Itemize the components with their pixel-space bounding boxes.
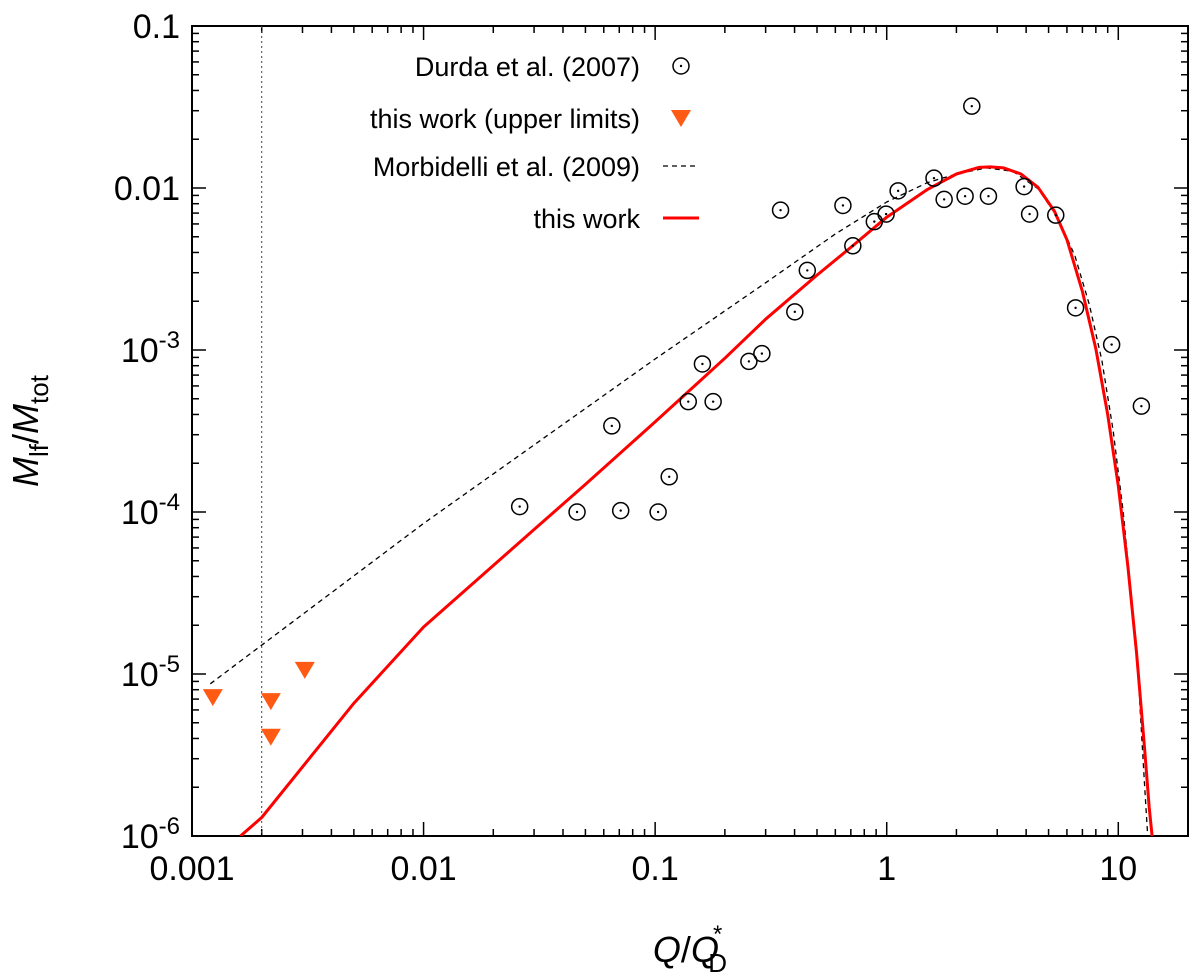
durda-point: [510, 497, 529, 516]
durda-point-dot: [610, 424, 614, 428]
durda-point: [963, 97, 981, 115]
durda-point: [1015, 177, 1033, 196]
durda-point: [889, 182, 907, 200]
upper-limit-point: [202, 689, 223, 707]
durda-point-dot: [942, 198, 946, 201]
legend-label: Durda et al. (2007): [415, 52, 640, 82]
durda-point: [753, 344, 771, 363]
ticks: 0.001 0.01 0.1 1 10 10-6 10-5 10-4 10-3 0.01 0.1: [114, 8, 1189, 888]
legend: Durda et al. (2007) this work (upper limi…: [370, 52, 699, 234]
legend-symbol-upper-limits: [671, 110, 691, 127]
durda-point-dot: [806, 269, 809, 272]
durda-point-dot: [760, 352, 764, 355]
durda-point: [704, 392, 722, 411]
durda-point: [877, 205, 895, 223]
durda-point-dot: [711, 400, 715, 403]
durda-point-dot: [963, 194, 967, 198]
legend-label: Morbidelli et al. (2009): [373, 152, 640, 182]
durda-point-dot: [1140, 404, 1143, 408]
series-lines: [209, 165, 1154, 836]
durda-point-dot: [1074, 306, 1077, 310]
durda-point: [786, 303, 804, 321]
y-tick-label: 10-4: [121, 489, 180, 532]
durda-point-dot: [747, 360, 751, 363]
durda-point-dot: [1028, 212, 1031, 216]
y-tick-label: 10-3: [121, 327, 180, 370]
durda-point: [1132, 397, 1151, 415]
legend-symbol-durda-dot: [679, 64, 683, 68]
y-axis-title: Mlf/Mtot: [5, 374, 54, 487]
legend-label: this work: [533, 204, 640, 234]
upper-limit-point: [294, 661, 315, 679]
durda-point: [844, 237, 862, 255]
durda-point: [679, 392, 698, 411]
durda-point: [649, 503, 667, 521]
durda-point-dot: [896, 189, 900, 193]
durda-point: [611, 501, 630, 520]
y-tick-label: 10-5: [121, 651, 180, 694]
y-tick-label: 0.01: [114, 170, 180, 208]
durda-point: [1047, 206, 1065, 224]
x-tick-label: 0.1: [632, 850, 679, 888]
durda-point: [568, 503, 586, 521]
durda-point-dot: [687, 400, 690, 403]
durda-point: [834, 196, 852, 215]
durda-point-dot: [779, 208, 782, 212]
durda-point: [771, 201, 790, 219]
upper-limit-point: [260, 728, 281, 746]
x-tick-label: 0.01: [390, 850, 456, 888]
durda-point: [925, 169, 943, 187]
legend-label: this work (upper limits): [370, 104, 640, 134]
this-work-curve: [239, 165, 1154, 836]
y-tick-label: 10-6: [121, 813, 180, 856]
durda-point-dot: [656, 510, 660, 514]
x-tick-label: 10: [1099, 850, 1137, 888]
durda-point-dot: [841, 204, 845, 207]
durda-point-dot: [701, 362, 704, 366]
durda-point: [956, 187, 974, 205]
durda-point-dot: [793, 310, 797, 314]
durda-point: [693, 355, 712, 373]
durda-point-dot: [1054, 213, 1057, 217]
durda-point: [798, 261, 817, 280]
durda-point-dot: [518, 505, 521, 508]
legend-symbol-durda: [672, 57, 690, 75]
x-tick-label: 0.001: [149, 850, 234, 888]
durda-point: [603, 417, 621, 435]
durda-point-dot: [1110, 343, 1113, 346]
durda-point-dot: [668, 475, 671, 478]
durda-point-dot: [1022, 185, 1026, 188]
durda-point: [660, 468, 678, 486]
series-markers: [202, 97, 1151, 746]
durda-point: [1102, 335, 1121, 354]
y-tick-label: 0.1: [133, 8, 180, 46]
durda-point-dot: [987, 194, 990, 198]
durda-point: [1020, 205, 1039, 223]
durda-point-dot: [884, 212, 888, 216]
durda-point-dot: [970, 104, 973, 108]
morbidelli-curve: [209, 167, 1149, 836]
durda-point-dot: [575, 510, 579, 514]
durda-point-dot: [851, 244, 855, 247]
durda-point: [935, 190, 953, 209]
plot-frame: [191, 25, 1189, 837]
durda-point-dot: [619, 509, 622, 512]
x-tick-label: 1: [877, 850, 896, 888]
durda-point: [740, 352, 758, 371]
durda-point-dot: [873, 220, 876, 223]
x-axis-title: Q/Q* D: [653, 921, 727, 978]
durda-point: [1066, 299, 1085, 317]
durda-point-dot: [932, 176, 936, 180]
upper-limit-point: [260, 693, 281, 711]
durda-point: [979, 187, 998, 205]
